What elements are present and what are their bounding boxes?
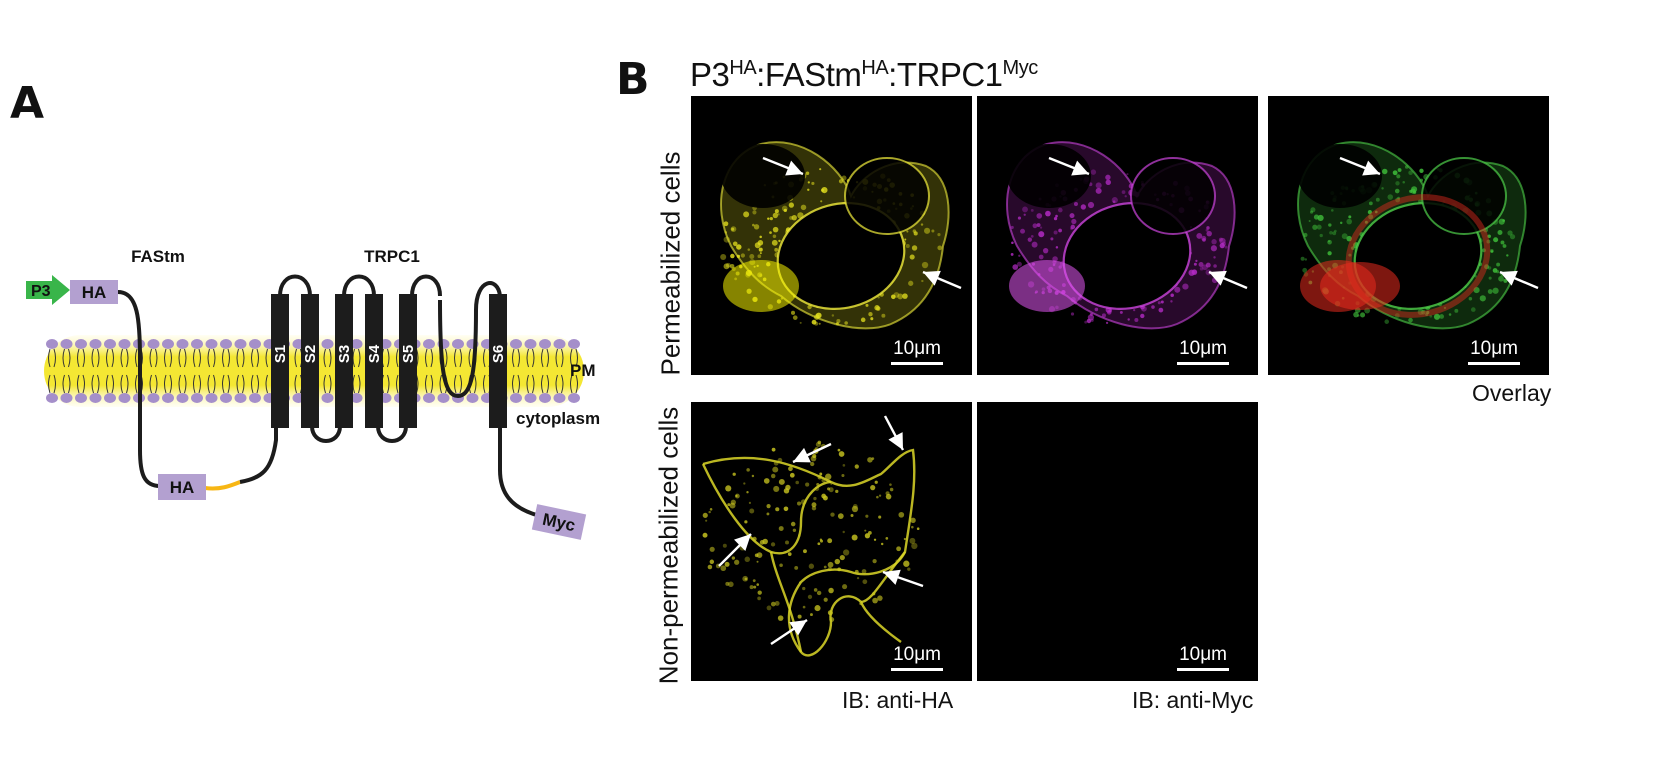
scale-bar-label: 10μm — [1179, 338, 1227, 359]
construct-sep-2: : — [888, 56, 897, 93]
construct-fastm-tag: HA — [861, 57, 889, 79]
anti-myc-caption: IB: anti-Myc — [1132, 687, 1254, 713]
micrograph-perm-anti-ha: 10μm — [691, 96, 972, 375]
scale-bar-label: 10μm — [893, 338, 941, 359]
helix-s5 — [399, 294, 417, 428]
helix-label-s3: S3 — [336, 345, 353, 363]
svg-text:HA: HA — [170, 478, 195, 497]
helix-s1 — [271, 294, 289, 428]
micrograph-nonperm-anti-ha: 10μm — [691, 402, 972, 681]
p3-promoter: P3 — [26, 275, 70, 305]
row-label-non-permeabilized: Non-permeabilized cells — [653, 406, 684, 685]
trpc1-topology-diagram: S1 S2 S3 S4 S5 S6 P3 HA HA Myc FAStm TRPC1 PM… — [26, 247, 600, 540]
trpc1-label: TRPC1 — [364, 247, 420, 266]
scale-bar-label: 10μm — [893, 644, 941, 665]
fastm-linker — [204, 480, 241, 491]
construct-trpc1-tag: Myc — [1002, 57, 1039, 79]
scale-bar — [1177, 668, 1229, 671]
row-label-permeabilized: Permeabilized cells — [655, 151, 686, 376]
helix-s3 — [335, 294, 353, 428]
construct-trpc1: TRPC1 — [896, 56, 1003, 93]
micrograph-perm-anti-myc: 10μm — [977, 96, 1258, 375]
construct-title: P3HA:FAStmHA:TRPC1Myc — [690, 56, 1038, 94]
ha-tag-top: HA — [70, 280, 118, 304]
cytoplasm-label: cytoplasm — [516, 409, 600, 428]
helix-s6 — [489, 294, 507, 428]
tm-helices: S1 S2 S3 S4 S5 S6 — [271, 294, 507, 428]
pm-label: PM — [570, 361, 596, 380]
micrograph-perm-overlay: 10μm — [1268, 96, 1549, 375]
scale-bar — [891, 668, 943, 671]
micrograph-nonperm-anti-myc: 10μm — [977, 402, 1258, 681]
panel-a-letter: A — [10, 78, 45, 129]
ha-tag-bottom: HA — [158, 474, 206, 500]
construct-p3-tag: HA — [729, 57, 757, 79]
panel-b-letter: B — [616, 54, 650, 105]
scale-bar-label: 10μm — [1470, 338, 1518, 359]
scale-bar — [891, 362, 943, 365]
helix-s2 — [301, 294, 319, 428]
svg-text:HA: HA — [82, 283, 107, 302]
helix-label-s1: S1 — [272, 345, 289, 363]
helix-s4 — [365, 294, 383, 428]
construct-fastm: FAStm — [764, 56, 862, 93]
scale-bar-label: 10μm — [1179, 644, 1227, 665]
construct-p3: P3 — [690, 56, 730, 93]
helix-label-s5: S5 — [400, 345, 417, 363]
fastm-label: FAStm — [131, 247, 185, 266]
fastm-chain — [117, 290, 161, 488]
scale-bar — [1177, 362, 1229, 365]
construct-sep-1: : — [756, 56, 765, 93]
myc-tag: Myc — [531, 504, 587, 540]
overlay-caption: Overlay — [1472, 380, 1552, 406]
scale-bar — [1468, 362, 1520, 365]
helix-label-s2: S2 — [302, 345, 319, 363]
helix-label-s4: S4 — [366, 344, 383, 363]
s1-connector — [239, 420, 278, 484]
trpc1-loops — [278, 274, 541, 518]
anti-ha-caption: IB: anti-HA — [842, 687, 954, 713]
helix-label-s6: S6 — [490, 345, 507, 363]
svg-text:P3: P3 — [31, 283, 51, 300]
